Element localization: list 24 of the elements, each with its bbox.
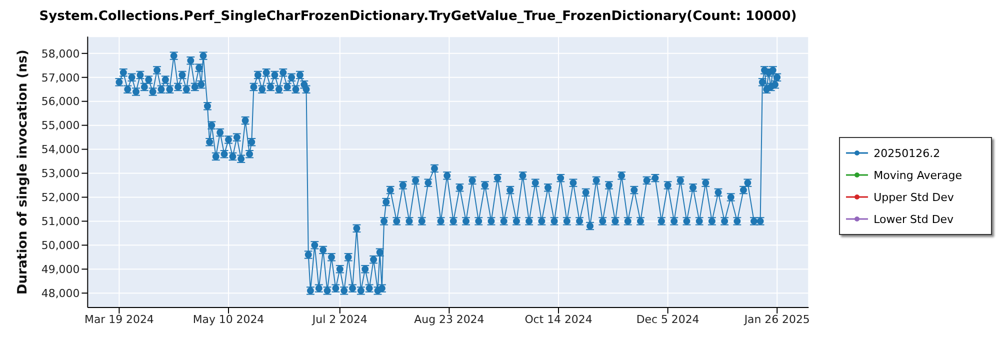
x-tick-label: Jul 2 2024 xyxy=(311,313,368,326)
y-tick-label: 58,000 xyxy=(41,47,80,60)
y-axis-title: Duration of single invocation (ns) xyxy=(16,50,31,295)
y-tick-label: 55,000 xyxy=(41,119,80,132)
y-tick-label: 57,000 xyxy=(41,71,80,84)
legend-label: Upper Std Dev xyxy=(874,190,954,204)
y-tick-label: 54,000 xyxy=(41,143,80,156)
x-tick-label: Aug 23 2024 xyxy=(414,313,484,326)
legend-label: Lower Std Dev xyxy=(874,212,954,226)
y-tick-label: 49,000 xyxy=(41,263,80,276)
x-tick-label: Mar 19 2024 xyxy=(84,313,154,326)
y-tick-label: 56,000 xyxy=(41,95,80,108)
chart-title: System.Collections.Perf_SingleCharFrozenDictionary.TryGetValue_True_FrozenDictionary(Count: 10000) xyxy=(38,8,798,26)
y-tick-label: 52,000 xyxy=(41,191,80,204)
y-tick-label: 50,000 xyxy=(41,239,80,252)
legend-label: Moving Average xyxy=(874,168,962,182)
y-tick-label: 48,000 xyxy=(41,286,80,300)
x-tick-label: Dec 5 2024 xyxy=(636,313,700,326)
x-tick-label: Jan 26 2025 xyxy=(743,313,810,326)
x-tick-label: May 10 2024 xyxy=(192,313,264,326)
x-tick-label: Oct 14 2024 xyxy=(524,313,592,326)
y-tick-label: 51,000 xyxy=(41,215,80,228)
y-tick-label: 53,000 xyxy=(41,167,80,180)
legend-label: 20250126.2 xyxy=(874,146,940,160)
